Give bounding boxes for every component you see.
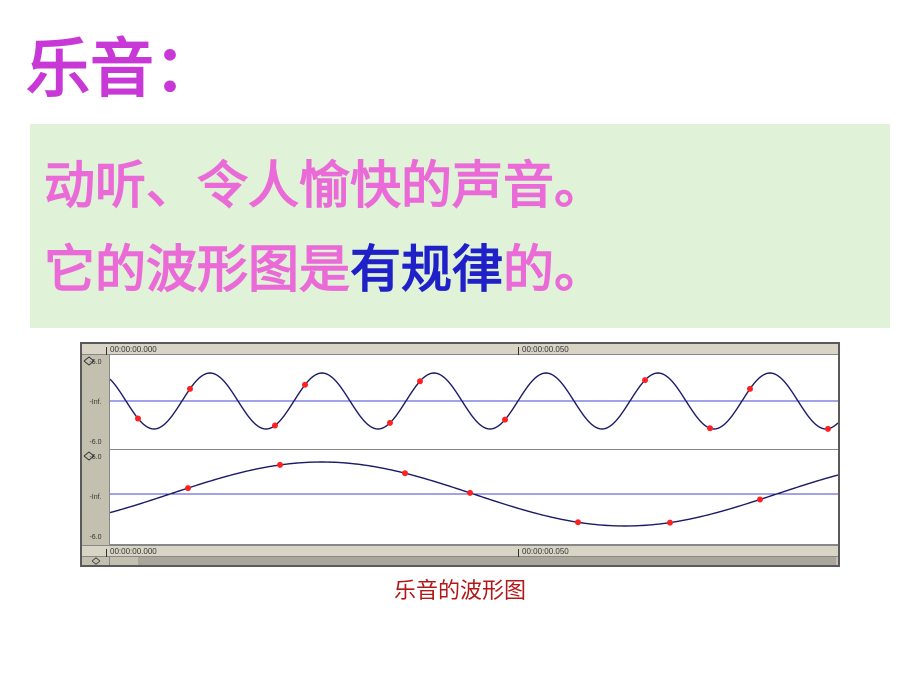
waveform-chart-frame: 00:00:00.000 00:00:00.050 -6.0 -Inf. -6.0 -…: [80, 342, 840, 567]
time-label: 00:00:00.050: [522, 345, 569, 354]
time-label: 00:00:00.050: [522, 547, 569, 556]
y-axis-label: -Inf.: [89, 399, 101, 406]
waveform-svg-bottom: [110, 450, 838, 544]
waveform-plot-top: [110, 355, 838, 450]
time-label: 00:00:00.000: [110, 547, 157, 556]
desc-line2-part-c: 的。: [503, 241, 605, 298]
y-axis-labels-top: -6.0-Inf.-6.0: [82, 355, 110, 450]
expand-icon: [83, 356, 95, 366]
page-title: 乐音：: [0, 0, 920, 110]
y-axis-label: -6.0: [89, 439, 101, 446]
desc-line2-part-b: 有规律: [350, 241, 503, 298]
waveform-plot-bottom: [110, 450, 838, 545]
desc-line1-text: 动听、令人愉快的声音。: [44, 157, 605, 214]
waveform-svg-top: [110, 355, 838, 449]
title-text: 乐音：: [26, 33, 218, 105]
y-axis-label: -6.0: [89, 534, 101, 541]
waveform-row-bottom: -6.0-Inf.-6.0: [82, 450, 838, 545]
time-ruler-top: 00:00:00.000 00:00:00.050: [82, 344, 838, 355]
description-line-1: 动听、令人愉快的声音。: [44, 144, 876, 228]
y-axis-label: -Inf.: [89, 494, 101, 501]
time-label: 00:00:00.000: [110, 345, 157, 354]
y-axis-labels-bottom: -6.0-Inf.-6.0: [82, 450, 110, 545]
time-ruler-bottom: 00:00:00.000 00:00:00.050: [82, 545, 838, 556]
description-box: 动听、令人愉快的声音。 它的波形图是有规律的。: [30, 124, 890, 328]
chart-caption: 乐音的波形图: [394, 573, 526, 605]
waveform-chart-section: 00:00:00.000 00:00:00.050 -6.0 -Inf. -6.0 -…: [0, 342, 920, 605]
waveform-row-top: -6.0-Inf.-6.0: [82, 355, 838, 450]
desc-line2-part-a: 它的波形图是: [44, 241, 350, 298]
scrollbar-bottom[interactable]: [82, 556, 838, 565]
expand-icon: [90, 557, 102, 565]
caption-text: 乐音的波形图: [394, 578, 526, 603]
description-line-2: 它的波形图是有规律的。: [44, 228, 876, 312]
expand-icon: [83, 451, 95, 461]
scrollbar-track[interactable]: [138, 557, 836, 565]
